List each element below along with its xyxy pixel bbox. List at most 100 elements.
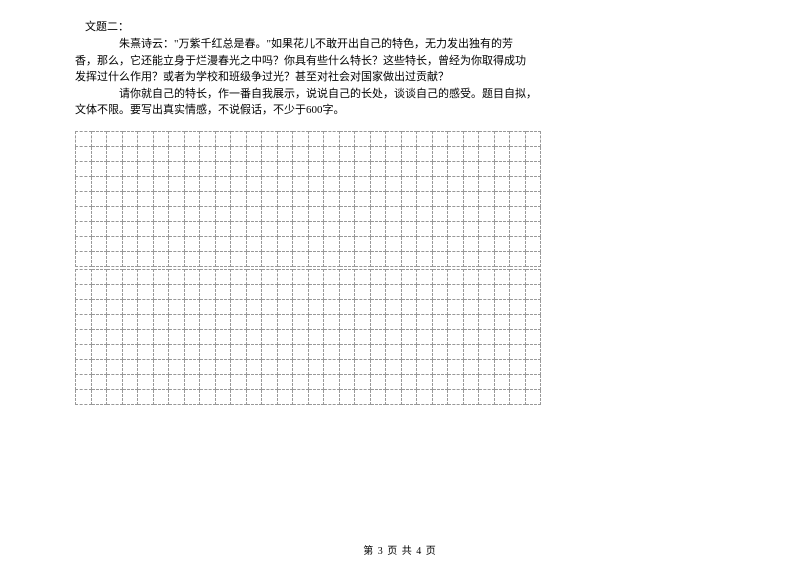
writing-cell (76, 344, 92, 359)
writing-cell (432, 251, 448, 266)
writing-cell (401, 359, 417, 374)
writing-cell (525, 176, 541, 191)
writing-cell (308, 236, 324, 251)
writing-cell (417, 284, 433, 299)
writing-cell (91, 314, 107, 329)
writing-cell (122, 176, 138, 191)
writing-cell (463, 251, 479, 266)
writing-cell (231, 191, 247, 206)
writing-cell (184, 236, 200, 251)
writing-cell (277, 284, 293, 299)
writing-cell (308, 176, 324, 191)
writing-cell (370, 236, 386, 251)
writing-cell (138, 299, 154, 314)
writing-cell (293, 191, 309, 206)
writing-cell (355, 389, 371, 404)
writing-cell (386, 131, 402, 146)
writing-cell (308, 329, 324, 344)
writing-cell (262, 389, 278, 404)
writing-cell (494, 221, 510, 236)
writing-cell (494, 329, 510, 344)
writing-cell (169, 314, 185, 329)
writing-cell (215, 176, 231, 191)
writing-cell (122, 374, 138, 389)
writing-cell (153, 131, 169, 146)
writing-cell (277, 329, 293, 344)
writing-cell (153, 236, 169, 251)
writing-cell (76, 236, 92, 251)
writing-cell (417, 176, 433, 191)
writing-cell (370, 359, 386, 374)
writing-cell (200, 161, 216, 176)
writing-cell (215, 206, 231, 221)
writing-cell (370, 299, 386, 314)
writing-cell (293, 269, 309, 284)
writing-cell (463, 359, 479, 374)
writing-cell (169, 269, 185, 284)
writing-cell (91, 146, 107, 161)
writing-cell (246, 161, 262, 176)
writing-cell (231, 269, 247, 284)
writing-cell (525, 299, 541, 314)
writing-grid-block-2 (75, 269, 541, 405)
writing-cell (153, 374, 169, 389)
prompt-line-1: 朱熹诗云："万紫千红总是春。"如果花儿不敢开出自己的特色，无力发出独有的芳 (75, 36, 725, 53)
prompt-line-5: 文体不限。要写出真实情感，不说假话，不少于600字。 (75, 102, 725, 119)
writing-cell (277, 221, 293, 236)
writing-cell (308, 146, 324, 161)
writing-cell (184, 329, 200, 344)
writing-cell (494, 284, 510, 299)
writing-cell (76, 191, 92, 206)
writing-cell (479, 131, 495, 146)
writing-cell (355, 191, 371, 206)
writing-cell (386, 251, 402, 266)
writing-cell (262, 344, 278, 359)
writing-cell (432, 206, 448, 221)
writing-cell (76, 131, 92, 146)
writing-cell (200, 251, 216, 266)
writing-cell (138, 374, 154, 389)
writing-cell (122, 269, 138, 284)
writing-cell (153, 284, 169, 299)
writing-cell (355, 359, 371, 374)
writing-cell (122, 236, 138, 251)
writing-cell (510, 176, 526, 191)
writing-cell (339, 206, 355, 221)
writing-cell (401, 131, 417, 146)
writing-cell (231, 299, 247, 314)
writing-cell (184, 206, 200, 221)
writing-cell (107, 146, 123, 161)
writing-cell (231, 389, 247, 404)
writing-cell (231, 236, 247, 251)
writing-cell (386, 374, 402, 389)
writing-cell (432, 374, 448, 389)
writing-cell (91, 359, 107, 374)
writing-cell (231, 131, 247, 146)
writing-cell (169, 131, 185, 146)
writing-cell (231, 251, 247, 266)
writing-cell (107, 299, 123, 314)
writing-cell (355, 299, 371, 314)
writing-cell (277, 206, 293, 221)
writing-cell (370, 146, 386, 161)
writing-cell (293, 299, 309, 314)
writing-cell (510, 344, 526, 359)
writing-cell (308, 206, 324, 221)
writing-cell (153, 389, 169, 404)
writing-cell (386, 299, 402, 314)
topic-label: 文题二： (85, 18, 725, 34)
writing-cell (277, 344, 293, 359)
writing-cell (479, 176, 495, 191)
writing-cell (401, 344, 417, 359)
writing-cell (277, 251, 293, 266)
writing-cell (401, 314, 417, 329)
writing-cell (370, 221, 386, 236)
writing-cell (262, 299, 278, 314)
writing-cell (463, 176, 479, 191)
writing-cell (184, 176, 200, 191)
writing-cell (76, 284, 92, 299)
writing-cell (122, 221, 138, 236)
writing-cell (355, 206, 371, 221)
writing-cell (76, 329, 92, 344)
writing-cell (432, 359, 448, 374)
